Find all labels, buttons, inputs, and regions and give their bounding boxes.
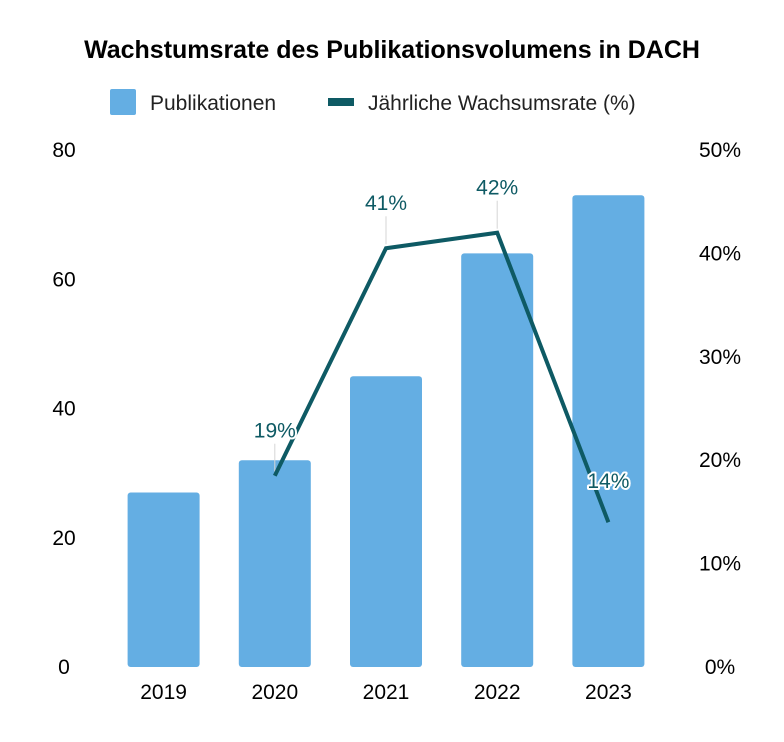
data-label-2020: 19%	[254, 420, 296, 443]
y-left-tick-label: 60	[52, 268, 75, 291]
bar-2020	[238, 460, 311, 667]
y-right-tick-label: 10%	[699, 553, 741, 576]
legend-label-wachstumsrate: Jährliche Wachsumsrate (%)	[368, 92, 636, 115]
y-left-tick-label: 40	[52, 398, 75, 421]
bar-2023	[572, 195, 645, 668]
chart-title: Wachstumsrate des Publikationsvolumens i…	[84, 36, 700, 64]
line-series	[273, 230, 611, 523]
y-right-tick-label: 20%	[699, 449, 741, 472]
data-labels: 19% 41% 42% 14%	[252, 175, 632, 496]
y-right-tick-label: 30%	[699, 346, 741, 369]
y-right-tick-label: 40%	[699, 242, 741, 265]
y-right-tick-label: 50%	[699, 139, 741, 162]
y-axis-left: 0 20 40 60 80	[52, 139, 75, 679]
y-axis-right: 0% 10% 20% 30% 40% 50%	[699, 139, 741, 679]
line-wachstumsrate	[273, 230, 611, 523]
legend-swatch-wachstumsrate	[328, 98, 354, 106]
y-left-tick-label: 0	[58, 656, 70, 679]
x-tick-label: 2022	[474, 681, 521, 704]
legend: Publikationen Jährliche Wachsumsrate (%)	[110, 89, 636, 115]
legend-swatch-publikationen	[110, 89, 136, 115]
x-tick-label: 2023	[585, 681, 632, 704]
x-tick-label: 2021	[363, 681, 410, 704]
y-left-tick-label: 80	[52, 139, 75, 162]
bar-2019	[127, 492, 200, 667]
bar-2021	[350, 376, 422, 667]
label-connectors	[274, 200, 498, 472]
bar-2022	[461, 253, 534, 667]
data-label-2022: 42%	[476, 177, 518, 200]
data-label-2021: 41%	[365, 192, 407, 215]
legend-label-publikationen: Publikationen	[150, 92, 276, 115]
x-tick-label: 2020	[251, 681, 298, 704]
x-tick-label: 2019	[140, 681, 187, 704]
data-label-2023: 14%	[587, 470, 629, 493]
y-left-tick-label: 20	[52, 527, 75, 550]
x-axis: 2019 2020 2021 2022 2023	[140, 681, 632, 704]
bar-series	[127, 195, 645, 668]
y-right-tick-label: 0%	[705, 656, 735, 679]
